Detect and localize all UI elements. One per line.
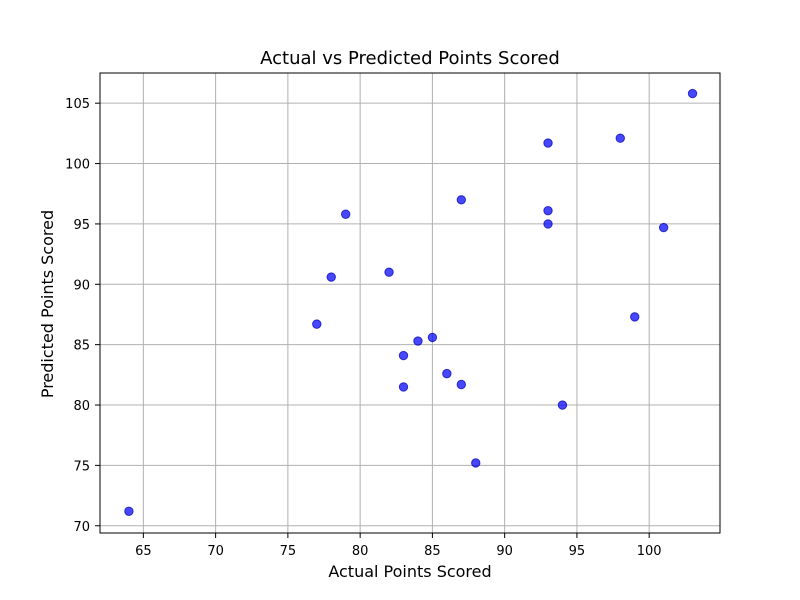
scatter-point [312,319,322,329]
scatter-point [326,272,336,282]
y-tick-label: 95 [73,218,90,233]
scatter-point [687,88,698,99]
y-axis-label: Predicted Points Scored [38,210,57,398]
scatter-point [471,458,481,468]
grid-lines [100,73,720,533]
y-tick-label: 75 [73,459,90,474]
data-points [124,88,698,516]
y-tick-label: 80 [73,399,90,414]
scatter-point [384,267,394,277]
x-tick-label: 75 [280,544,297,559]
y-tick-label: 70 [73,520,90,535]
scatter-point [442,368,452,379]
x-tick-label: 70 [207,544,224,559]
y-tick-label: 90 [73,278,90,293]
y-tick-label: 100 [65,158,90,173]
chart-title: Actual vs Predicted Points Scored [260,48,560,69]
scatter-point [557,400,568,410]
scatter-point [630,312,640,322]
x-tick-label: 85 [424,544,441,559]
scatter-point [456,379,467,390]
scatter-point [543,138,553,148]
y-tick-label: 85 [73,339,90,354]
scatter-point [427,332,438,343]
scatter-point [124,506,134,516]
axes: 65 70 75 80 85 90 95 100 70 75 80 85 90 95 100 105 [65,72,721,559]
y-tick-label: 105 [65,97,90,112]
x-tick-label: 65 [135,544,152,559]
x-axis-label: Actual Points Scored [328,562,491,581]
scatter-point [658,222,669,233]
x-tick-label: 95 [569,544,586,559]
x-tick-label: 100 [637,544,662,559]
scatter-point [543,219,553,229]
plot-frame [99,72,721,534]
scatter-point [398,382,409,392]
scatter-point [456,195,467,205]
scatter-point [543,205,553,216]
x-tick-label: 80 [352,544,369,559]
scatter-point [413,336,423,346]
x-tick-label: 90 [496,544,513,559]
scatter-point [615,133,625,143]
scatter-point [398,350,409,361]
scatter-point [340,209,351,219]
